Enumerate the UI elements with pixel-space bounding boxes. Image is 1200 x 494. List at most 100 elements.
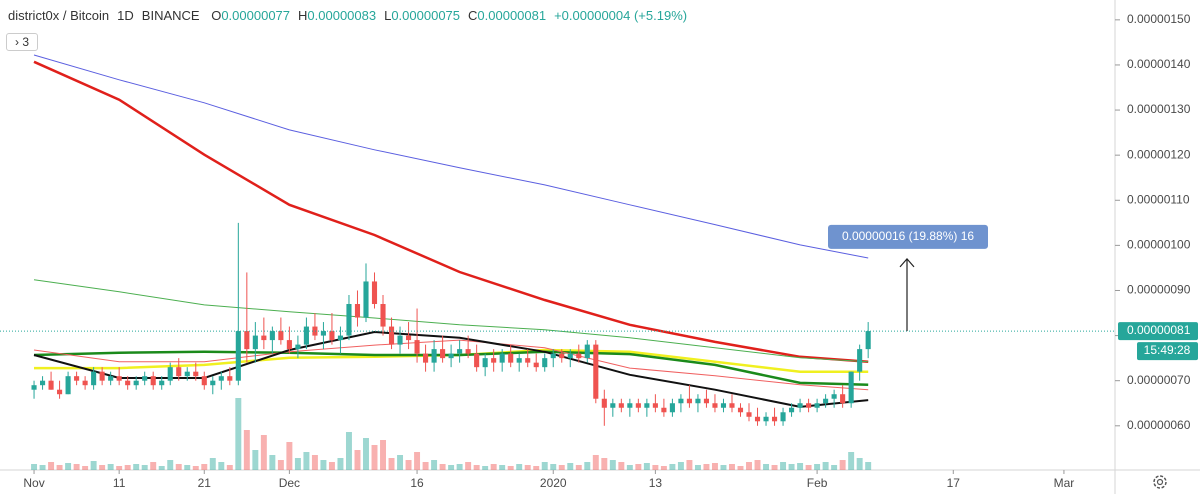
volume-bar (99, 465, 106, 470)
volume-bar (243, 430, 250, 470)
candle-body (167, 367, 173, 381)
volume-bar (269, 455, 276, 470)
candle-body (99, 371, 105, 381)
candle-body (303, 326, 309, 345)
y-tick-label: 0.00000150 (1127, 12, 1191, 26)
candle-body (729, 403, 735, 408)
candle-body (474, 353, 480, 368)
volume-bar (814, 464, 821, 470)
candle-body (627, 403, 633, 408)
candle-body (720, 403, 727, 408)
volume-bar (31, 464, 38, 470)
candle-body (227, 376, 233, 381)
volume-bar (405, 460, 412, 470)
legend-value: 0.00000077 (221, 8, 291, 23)
candle-body (320, 331, 326, 336)
volume-bar (618, 462, 625, 470)
candle-body (712, 403, 718, 408)
candle-body (823, 398, 829, 404)
moving-average (33, 279, 869, 363)
volume-bar (260, 435, 267, 470)
candle-body (210, 380, 216, 386)
volume-bar (550, 464, 557, 470)
candle-body (108, 376, 114, 381)
volume-bar (158, 466, 165, 470)
volume-bar (660, 466, 667, 470)
header: district0x / Bitcoin 1D BINANCE O0.0000007… (8, 8, 703, 23)
y-tick-label: 0.00000130 (1127, 102, 1191, 116)
candle-body (754, 416, 761, 422)
volume-bar (422, 462, 429, 470)
volume-bar (294, 458, 301, 470)
volume-bar (856, 458, 863, 470)
candle-body (806, 403, 812, 408)
candle-body (703, 398, 710, 404)
volume-bar (192, 466, 199, 470)
volume-bar (465, 462, 472, 470)
moving-average (33, 60, 869, 363)
volume-bar (167, 460, 174, 470)
settings-ring (1153, 475, 1167, 489)
x-tick-label: Nov (23, 476, 44, 490)
candle-body (48, 380, 54, 390)
volume-bar (388, 458, 395, 470)
candle-body (116, 376, 122, 381)
volume-bar (124, 465, 131, 470)
volume-bar (499, 465, 506, 470)
x-tick-label: 17 (947, 476, 961, 490)
candle-body (142, 376, 148, 381)
volume-bar (133, 464, 140, 470)
x-tick-label: Feb (807, 476, 828, 490)
volume-bar (218, 462, 225, 470)
symbol: district0x / Bitcoin (8, 8, 110, 23)
volume-bar (363, 438, 369, 470)
volume-bar (865, 462, 872, 470)
candle-body (678, 398, 684, 404)
y-tick-label: 0.00000110 (1127, 192, 1190, 206)
candle-body (635, 403, 641, 408)
y-tick-label: 0.00000070 (1127, 373, 1191, 387)
legend-key: L (384, 8, 392, 23)
candle-body (440, 349, 446, 359)
volume-bar (431, 460, 438, 470)
candle-body (74, 376, 80, 381)
volume-bar (831, 465, 838, 470)
candle-body (542, 358, 548, 368)
candle-body (82, 380, 88, 386)
volume-bar (788, 464, 795, 470)
x-tick-label: 16 (410, 476, 424, 490)
volume-bar (694, 465, 701, 470)
countdown-label: 15:49:28 (1144, 343, 1191, 357)
volume-bar (73, 464, 80, 470)
indicator-toggle[interactable]: › 3 (6, 33, 39, 51)
candle-body (516, 358, 522, 363)
candle-body (312, 326, 318, 336)
legend-key: H (298, 8, 308, 23)
candle-body (423, 353, 429, 363)
candle-body (354, 304, 361, 318)
candle-body (329, 331, 335, 341)
measure-box (828, 224, 988, 249)
volume-bar (456, 464, 463, 470)
volume-bar (141, 465, 148, 470)
volume-bar (107, 464, 114, 470)
volume-bar (780, 462, 787, 470)
candle-body (593, 344, 599, 399)
volume-bar (354, 450, 361, 470)
volume-bar (703, 464, 710, 470)
volume-bar (592, 455, 599, 470)
volume-bar (524, 465, 531, 470)
volume-bar (669, 464, 676, 470)
settings-icon[interactable] (1153, 475, 1167, 489)
volume-bar (337, 458, 344, 470)
countdown-box (1137, 342, 1198, 361)
candle-body (150, 376, 156, 386)
volume-bar (397, 455, 404, 470)
last-price-label: 0.00000081 (1127, 323, 1191, 337)
moving-average (33, 330, 869, 408)
candle-body (414, 340, 420, 354)
volume-bar (48, 462, 55, 470)
candle-body (584, 344, 590, 359)
volume-bar (65, 463, 72, 470)
x-tick-label: Dec (279, 476, 300, 490)
